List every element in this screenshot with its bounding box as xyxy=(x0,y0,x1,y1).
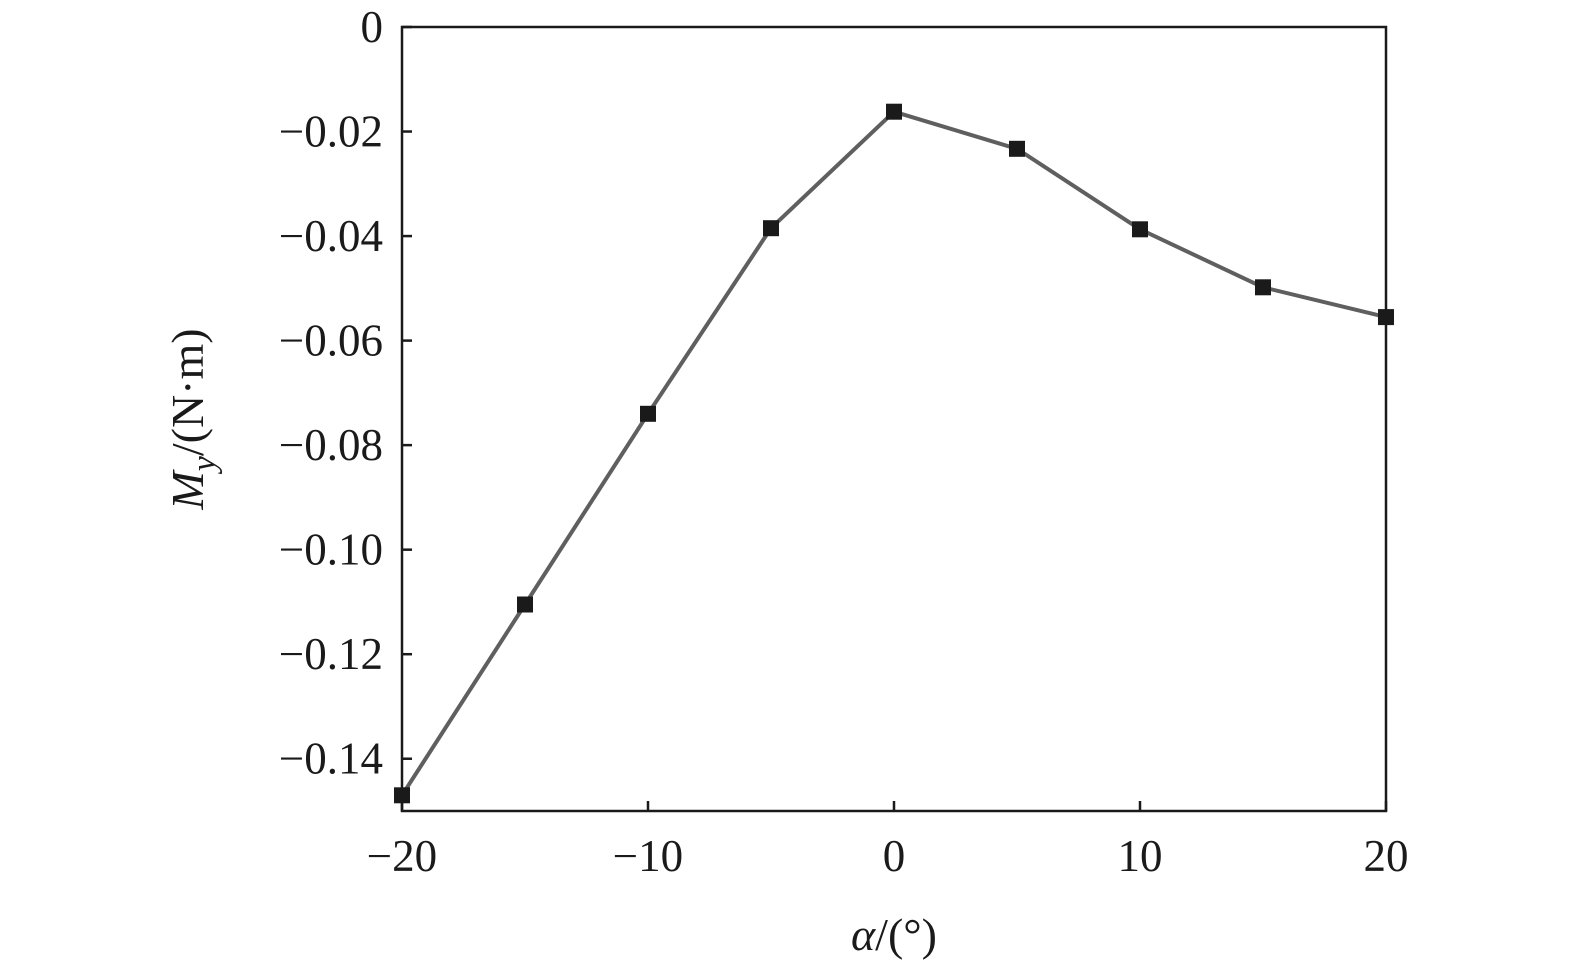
data-point xyxy=(763,220,779,237)
y-tick-label: −0.04 xyxy=(279,211,383,261)
ticks-layer: −20 −10 0 10 20 0 −0.02 −0.04 −0.06 −0.08 −0.10 −0.… xyxy=(279,2,1409,881)
data-point xyxy=(1132,221,1148,238)
y-tick-label: −0.02 xyxy=(279,107,383,157)
data-point xyxy=(886,103,902,120)
data-point xyxy=(517,596,533,613)
data-point xyxy=(640,405,656,422)
x-axis-label-symbol: α xyxy=(851,909,876,960)
y-axis-label-unit: /(N·m) xyxy=(162,328,213,456)
data-point xyxy=(394,787,410,804)
y-axis-label: My/(N·m) xyxy=(162,328,223,510)
y-tick-label: −0.06 xyxy=(279,316,383,366)
data-point xyxy=(1378,309,1394,326)
y-axis-label-subscript: y xyxy=(186,455,223,474)
y-tick-label: 0 xyxy=(361,2,384,52)
x-tick-label: 0 xyxy=(883,831,906,881)
series-line xyxy=(400,109,1387,797)
y-tick-label: −0.12 xyxy=(279,629,383,679)
x-tick-label: 20 xyxy=(1364,831,1409,881)
y-tick-label: −0.08 xyxy=(279,420,383,470)
data-point xyxy=(1009,140,1025,157)
x-axis-label-unit: /(°) xyxy=(875,909,937,960)
y-axis-label-symbol: M xyxy=(162,469,213,511)
series-layer xyxy=(394,103,1394,804)
plot-frame xyxy=(400,25,1388,813)
x-axis-label: α/(°) xyxy=(851,909,937,960)
x-tick-label: 10 xyxy=(1118,831,1163,881)
x-tick-label: −20 xyxy=(367,831,437,881)
y-tick-label: −0.10 xyxy=(279,525,383,575)
x-tick-label: −10 xyxy=(613,831,683,881)
y-tick-label: −0.14 xyxy=(279,734,383,784)
labels-layer: α/(°) My/(N·m) xyxy=(162,328,937,960)
data-point xyxy=(1255,279,1271,296)
